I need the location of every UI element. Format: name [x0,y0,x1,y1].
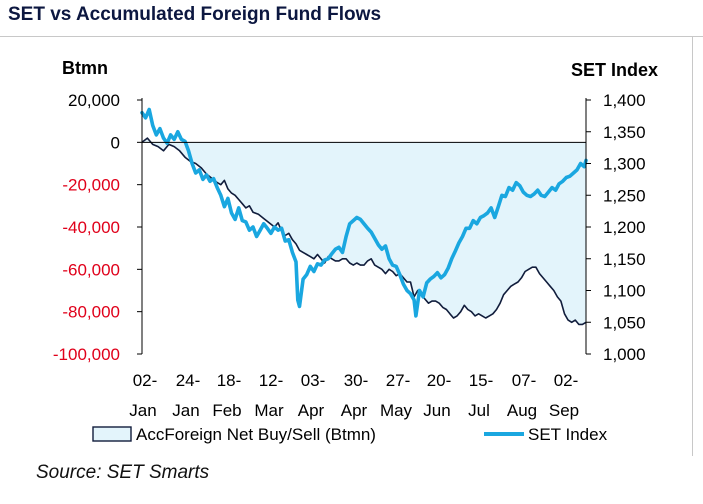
legend: AccForeign Net Buy/Sell (Btmn) SET Index [92,425,608,444]
right-tick-label: 1,300 [603,155,646,174]
x-tick-day-label: 03- [301,371,326,390]
right-axis-label: SET Index [571,60,658,80]
legend-area-swatch [92,426,132,442]
x-tick-month-label: Jan [172,401,199,420]
x-tick-day-label: 12- [259,371,284,390]
x-tick-day-label: 02- [133,371,158,390]
series-line-accforeign [141,137,587,326]
left-tick-label: -100,000 [53,345,120,364]
left-tick-label: 0 [111,133,120,152]
series-line-set-index [140,107,588,318]
right-tick-label: 1,350 [603,123,646,142]
x-tick-month-label: Aug [507,401,537,420]
right-tick-label: 1,150 [603,250,646,269]
x-tick-day-label: 27- [386,371,411,390]
series-layer [140,107,588,326]
right-tick-label: 1,400 [603,91,646,110]
right-tick-label: 1,050 [603,313,646,332]
x-tick-month-label: Mar [254,401,284,420]
x-tick-month-label: May [380,401,413,420]
right-tick-label: 1,000 [603,345,646,364]
x-tick-month-label: Jul [468,401,490,420]
x-tick-month-label: Apr [341,401,368,420]
left-axis-label: Btmn [62,58,108,78]
left-tick-label: 20,000 [68,91,120,110]
chart-title: SET vs Accumulated Foreign Fund Flows [8,4,382,25]
axes-layer: Btmn SET Index 20,000 0 -20,000 -40,000 -60,00… [53,58,658,420]
legend-label-accforeign: AccForeign Net Buy/Sell (Btmn) [136,425,376,444]
x-tick-month-label: Jan [129,401,156,420]
left-tick-label: -20,000 [62,176,120,195]
x-tick-day-label: 30- [344,371,369,390]
x-tick-month-label: Jun [423,401,450,420]
area-fill-accforeign [142,138,586,325]
left-tick-label: -80,000 [62,303,120,322]
chart-source: Source: SET Smarts [36,462,210,483]
title-divider [0,36,703,37]
right-tick-label: 1,250 [603,186,646,205]
left-tick-label: -60,000 [62,260,120,279]
x-tick-day-label: 02- [554,371,579,390]
x-tick-day-label: 20- [427,371,452,390]
right-tick-label: 1,200 [603,218,646,237]
right-tick-label: 1,100 [603,282,646,301]
x-tick-day-label: 07- [512,371,537,390]
x-tick-month-label: Feb [212,401,241,420]
legend-label-set-index: SET Index [528,425,608,444]
x-tick-day-label: 15- [469,371,494,390]
x-tick-month-label: Sep [549,401,579,420]
left-tick-label: -40,000 [62,218,120,237]
x-tick-day-label: 24- [176,371,201,390]
x-tick-month-label: Apr [298,401,325,420]
frame-border [692,36,693,456]
x-tick-day-label: 18- [217,371,242,390]
